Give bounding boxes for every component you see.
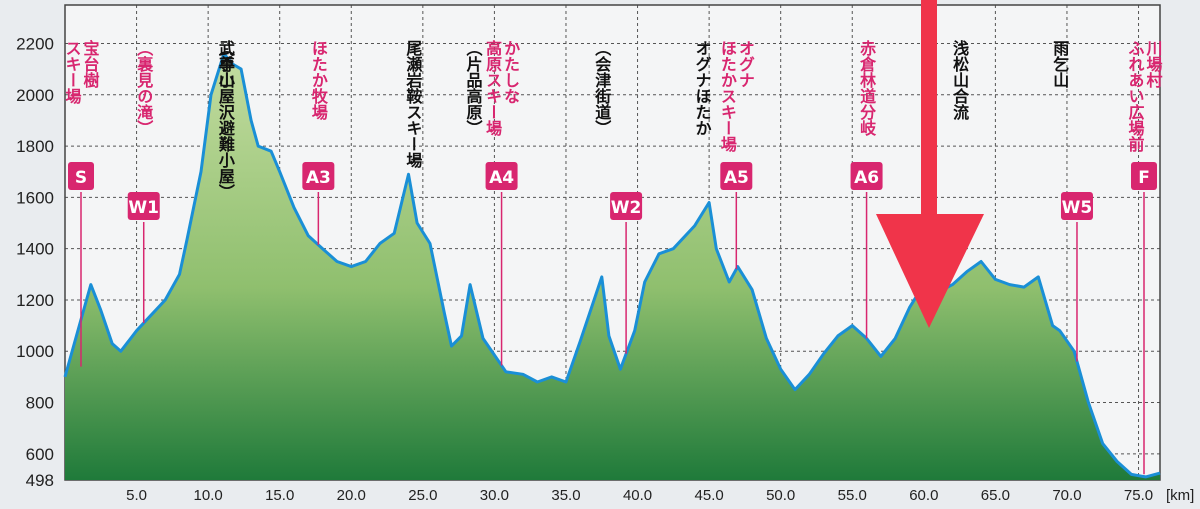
x-tick-labels: 5.0 10.0 15.0 20.0 25.0 30.0 35.0 40.0 45.0 50.0 5… — [126, 487, 1153, 504]
annotation: （手小屋沢避難小屋） — [216, 40, 235, 200]
annotation-label: （裏見の滝） — [134, 40, 154, 136]
elevation-area — [65, 53, 1160, 480]
marker-tag: F — [1138, 168, 1150, 188]
annotation: A6 赤倉林道分岐 — [850, 39, 883, 339]
x-tick-label: 40.0 — [623, 487, 652, 504]
marker-tag: W1 — [128, 198, 159, 218]
annotation-label: かたしな — [501, 40, 520, 104]
annotation-label: 雨乞山 — [1050, 40, 1069, 88]
y-tick-label: 498 — [26, 471, 54, 490]
elevation-line — [63, 52, 1161, 479]
x-tick-label: 20.0 — [337, 487, 366, 504]
annotation: A3 ほたか牧場 — [302, 40, 335, 245]
annotation-label: ふれあい広場前 — [1126, 40, 1145, 153]
annotation-label: 川場村 — [1144, 40, 1164, 89]
annotation-label: （手小屋沢避難小屋） — [216, 40, 235, 200]
x-tick-label: 65.0 — [981, 487, 1010, 504]
annotation-label: ほたかスキー場 — [718, 40, 737, 153]
annotation-label: ほたか牧場 — [309, 40, 328, 121]
x-tick-label: 35.0 — [551, 487, 580, 504]
x-tick-label: 30.0 — [480, 487, 509, 504]
marker-tag: W2 — [611, 198, 642, 218]
annotation: 雨乞山 — [1050, 40, 1069, 88]
marker-tag: W5 — [1062, 198, 1093, 218]
x-tick-label: 75.0 — [1124, 487, 1153, 504]
annotation-label: （会津街道） — [592, 40, 612, 136]
marker-tag: A5 — [724, 168, 749, 188]
annotation-label: 尾瀬岩鞍スキー場 — [403, 40, 423, 169]
y-tick-label: 600 — [26, 445, 54, 464]
annotation: （片品高原） — [463, 40, 482, 136]
x-unit-label: [km] — [1166, 487, 1194, 504]
annotation: 尾瀬岩鞍スキー場 — [403, 40, 423, 169]
annotation-label: 武尊山 — [216, 39, 235, 88]
annotation-label: 浅松山合流 — [950, 39, 969, 121]
x-tick-label: 60.0 — [909, 487, 938, 504]
annotation: 武尊山 — [216, 39, 235, 88]
marker-tag: A6 — [854, 168, 879, 188]
annotation-label: 赤倉林道分岐 — [857, 39, 877, 137]
y-tick-label: 1000 — [16, 342, 54, 361]
annotation-label: オグナ — [736, 40, 755, 88]
annotation-label: 高原スキー場 — [483, 39, 502, 137]
annotation: 浅松山合流 — [950, 39, 969, 121]
annotation-label: （片品高原） — [463, 40, 482, 136]
annotation: W2 — [610, 192, 643, 354]
x-tick-label: 55.0 — [838, 487, 867, 504]
marker-tag: S — [75, 168, 87, 188]
x-tick-label: 50.0 — [766, 487, 795, 504]
annotation: オグナほたか — [692, 40, 711, 136]
x-tick-label: 25.0 — [408, 487, 437, 504]
y-tick-label: 2200 — [16, 34, 54, 53]
annotation: （会津街道） — [592, 40, 612, 136]
annotation-label: オグナほたか — [692, 40, 711, 136]
x-tick-label: 45.0 — [695, 487, 724, 504]
x-tick-label: 15.0 — [265, 487, 294, 504]
marker-tag: A3 — [306, 168, 331, 188]
annotation: W5 — [1060, 192, 1093, 362]
x-tick-label: 10.0 — [194, 487, 223, 504]
x-tick-label: 70.0 — [1052, 487, 1081, 504]
highlight-arrow — [876, 0, 984, 328]
y-tick-label: 800 — [26, 394, 54, 413]
y-tick-label: 1800 — [16, 137, 54, 156]
y-tick-label: 1400 — [16, 240, 54, 259]
y-tick-label: 2000 — [16, 86, 54, 105]
y-tick-label: 1600 — [16, 188, 54, 207]
marker-tag: A4 — [489, 168, 514, 188]
annotation-label: 宝台樹 — [81, 39, 100, 89]
annotation-label: スキー場 — [63, 40, 82, 105]
y-tick-label: 1200 — [16, 291, 54, 310]
annotation: W1 （裏見の滝） — [127, 40, 160, 324]
x-tick-label: 5.0 — [126, 487, 147, 504]
y-tick-labels: 498 600 800 1000 1200 1400 1600 1800 2000 2200 — [16, 34, 54, 490]
